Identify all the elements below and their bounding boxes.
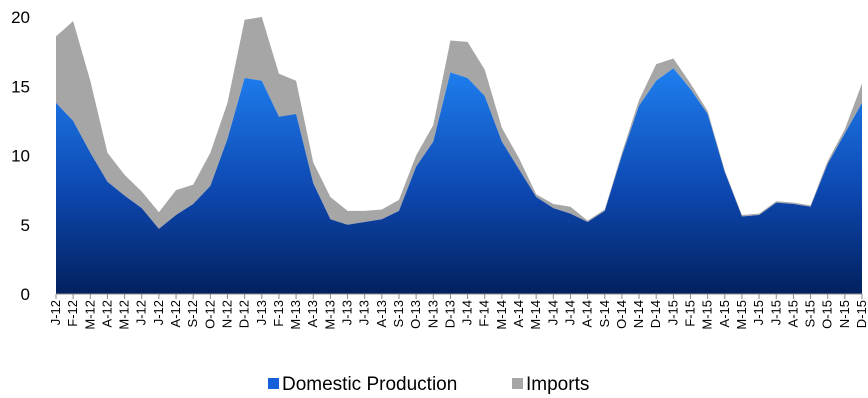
x-tick-label: A-15 <box>717 300 732 327</box>
x-tick-label: A-14 <box>580 300 595 327</box>
x-tick-label: J-12 <box>48 300 63 325</box>
x-tick-label: S-12 <box>185 300 200 327</box>
x-tick-label: S-13 <box>391 300 406 327</box>
x-tick-label: J-13 <box>340 300 355 325</box>
legend-swatch <box>512 378 523 389</box>
x-tick-label: O-15 <box>820 300 835 329</box>
y-tick-label: 5 <box>21 216 30 235</box>
legend-label: Imports <box>526 374 589 395</box>
x-tick-label: N-15 <box>837 300 852 328</box>
legend-label: Domestic Production <box>282 374 457 395</box>
x-tick-label: M-15 <box>734 300 749 330</box>
x-tick-label: O-12 <box>202 300 217 329</box>
x-tick-label: M-14 <box>494 300 509 330</box>
x-tick-label: O-14 <box>614 300 629 329</box>
x-tick-label: A-13 <box>374 300 389 327</box>
x-tick-label: F-15 <box>683 300 698 327</box>
x-tick-label: D-12 <box>237 300 252 328</box>
x-tick-label: S-15 <box>803 300 818 327</box>
x-tick-label: J-15 <box>768 300 783 325</box>
x-tick-label: A-12 <box>168 300 183 327</box>
x-tick-label: J-14 <box>562 300 577 325</box>
x-tick-label: N-12 <box>219 300 234 328</box>
x-tick-label: N-13 <box>425 300 440 328</box>
x-tick-label: A-14 <box>511 300 526 327</box>
y-tick-label: 10 <box>11 147 30 166</box>
x-tick-label: J-14 <box>460 300 475 325</box>
x-tick-label: F-13 <box>271 300 286 327</box>
y-tick-label: 0 <box>21 285 30 304</box>
x-tick-label: M-13 <box>322 300 337 330</box>
x-tick-label: M-14 <box>528 300 543 330</box>
x-tick-label: J-15 <box>665 300 680 325</box>
legend-swatch <box>268 378 279 389</box>
legend-item-domestic-production: Domestic Production <box>268 374 457 395</box>
x-tick-label: N-14 <box>631 300 646 328</box>
x-tick-label: F-12 <box>65 300 80 327</box>
x-tick-label: D-14 <box>648 300 663 328</box>
x-tick-label: M-12 <box>117 300 132 330</box>
legend-item-imports: Imports <box>512 374 589 395</box>
x-tick-label: F-14 <box>477 300 492 327</box>
x-tick-label: A-12 <box>99 300 114 327</box>
series-domestic-production-area <box>56 68 862 295</box>
x-tick-label: J-12 <box>151 300 166 325</box>
x-tick-label: M-13 <box>288 300 303 330</box>
x-tick-label: O-13 <box>408 300 423 329</box>
x-tick-label: J-13 <box>357 300 372 325</box>
x-tick-label: J-13 <box>254 300 269 325</box>
x-tick-label: D-13 <box>442 300 457 328</box>
x-tick-label: M-15 <box>700 300 715 330</box>
x-tick-label: A-15 <box>785 300 800 327</box>
x-tick-label: J-14 <box>545 300 560 325</box>
x-tick-label: J-12 <box>134 300 149 325</box>
x-tick-label: A-13 <box>305 300 320 327</box>
x-tick-label: S-14 <box>597 300 612 327</box>
x-tick-label: M-12 <box>82 300 97 330</box>
y-tick-label: 20 <box>11 8 30 27</box>
x-tick-label: J-15 <box>751 300 766 325</box>
series-imports-area <box>56 17 862 229</box>
y-tick-label: 15 <box>11 77 30 96</box>
x-tick-label: D-15 <box>854 300 868 328</box>
